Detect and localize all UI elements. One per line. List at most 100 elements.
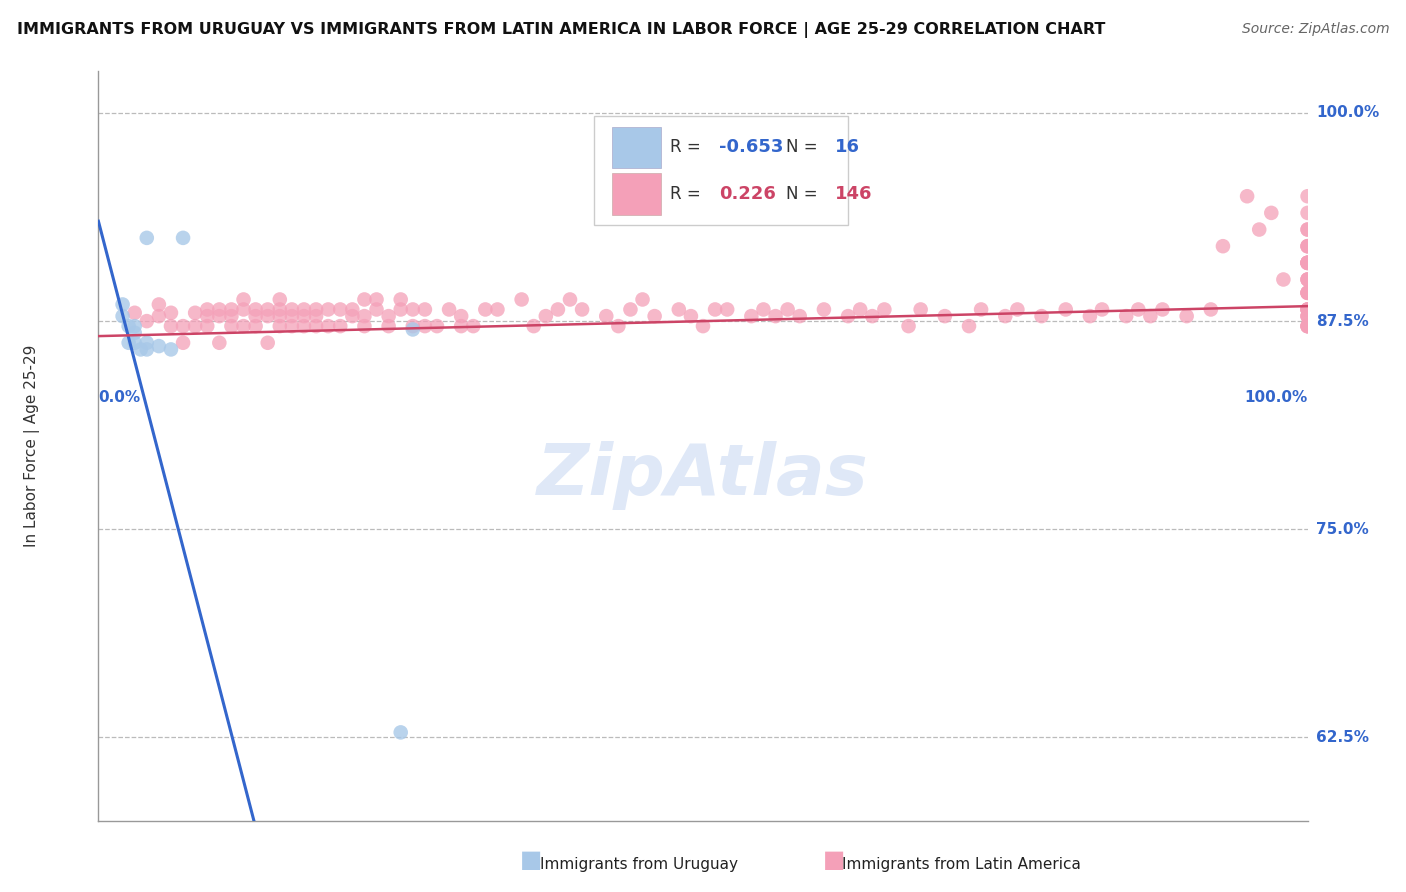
Point xyxy=(1296,319,1319,334)
Point xyxy=(342,309,364,323)
Point xyxy=(184,319,207,334)
Point xyxy=(668,302,690,317)
Point xyxy=(776,302,799,317)
Text: 100.0%: 100.0% xyxy=(1316,105,1379,120)
Point xyxy=(1199,302,1222,317)
Text: 100.0%: 100.0% xyxy=(1244,390,1308,405)
Point xyxy=(221,302,243,317)
Point xyxy=(1296,309,1319,323)
Point xyxy=(208,335,231,350)
Point xyxy=(292,309,315,323)
Point xyxy=(1249,222,1271,236)
Point xyxy=(184,306,207,320)
Point xyxy=(124,306,146,320)
Point xyxy=(256,309,278,323)
Point xyxy=(607,319,630,334)
Point xyxy=(463,319,485,334)
Point xyxy=(1115,309,1137,323)
Point xyxy=(148,309,170,323)
Point xyxy=(377,319,399,334)
Point xyxy=(1296,302,1319,317)
FancyBboxPatch shape xyxy=(613,173,661,215)
Text: In Labor Force | Age 25-29: In Labor Force | Age 25-29 xyxy=(24,345,39,547)
Point xyxy=(160,306,183,320)
Point xyxy=(208,302,231,317)
Point xyxy=(1296,256,1319,270)
Point xyxy=(1296,239,1319,253)
Point xyxy=(873,302,896,317)
Point xyxy=(716,302,738,317)
Point xyxy=(316,319,339,334)
Point xyxy=(474,302,496,317)
Point xyxy=(118,319,141,334)
Text: 87.5%: 87.5% xyxy=(1316,314,1368,328)
Point xyxy=(195,302,218,317)
Point xyxy=(1296,309,1319,323)
Point xyxy=(1296,272,1319,286)
Point xyxy=(1296,319,1319,334)
Text: Immigrants from Latin America: Immigrants from Latin America xyxy=(842,857,1081,872)
Point xyxy=(221,309,243,323)
Point xyxy=(124,335,146,350)
Point xyxy=(256,335,278,350)
Point xyxy=(1296,302,1319,317)
Point xyxy=(1296,285,1319,300)
Point xyxy=(353,309,375,323)
Point xyxy=(740,309,762,323)
Point xyxy=(1296,256,1319,270)
Text: ZipAtlas: ZipAtlas xyxy=(537,442,869,510)
Text: 146: 146 xyxy=(835,185,872,202)
Point xyxy=(1236,189,1258,203)
Point xyxy=(172,319,194,334)
Point xyxy=(172,335,194,350)
Point xyxy=(1296,206,1319,220)
Text: 75.0%: 75.0% xyxy=(1316,522,1368,537)
Point xyxy=(1139,309,1161,323)
Point xyxy=(305,309,328,323)
Point xyxy=(111,297,134,311)
Point xyxy=(195,319,218,334)
Point xyxy=(292,319,315,334)
Point xyxy=(1296,285,1319,300)
Point xyxy=(316,302,339,317)
Point xyxy=(402,319,425,334)
Point xyxy=(1296,189,1319,203)
Text: Immigrants from Uruguay: Immigrants from Uruguay xyxy=(540,857,738,872)
Point xyxy=(1296,222,1319,236)
Point xyxy=(413,319,436,334)
Point xyxy=(353,319,375,334)
Point xyxy=(245,319,267,334)
Point xyxy=(631,293,654,307)
Point xyxy=(1296,302,1319,317)
Point xyxy=(1272,272,1295,286)
Point xyxy=(1296,285,1319,300)
Point xyxy=(1296,256,1319,270)
Point xyxy=(1054,302,1077,317)
Point xyxy=(1128,302,1150,317)
Point xyxy=(523,319,546,334)
Point xyxy=(1296,272,1319,286)
Point xyxy=(1296,319,1319,334)
FancyBboxPatch shape xyxy=(595,116,848,225)
Point xyxy=(1091,302,1114,317)
Point xyxy=(1031,309,1053,323)
Text: Source: ZipAtlas.com: Source: ZipAtlas.com xyxy=(1241,22,1389,37)
Point xyxy=(789,309,811,323)
Point xyxy=(1175,309,1198,323)
Point xyxy=(1296,302,1319,317)
Point xyxy=(129,343,152,357)
Point xyxy=(124,319,146,334)
Point xyxy=(1296,319,1319,334)
Point xyxy=(1296,309,1319,323)
Point xyxy=(269,293,291,307)
Text: 62.5%: 62.5% xyxy=(1316,730,1369,745)
Text: N =: N = xyxy=(786,185,824,202)
Point xyxy=(934,309,956,323)
Point xyxy=(353,293,375,307)
Text: 0.226: 0.226 xyxy=(718,185,776,202)
Text: R =: R = xyxy=(671,185,711,202)
Point xyxy=(160,319,183,334)
Point xyxy=(1296,256,1319,270)
Point xyxy=(118,335,141,350)
Point xyxy=(957,319,980,334)
